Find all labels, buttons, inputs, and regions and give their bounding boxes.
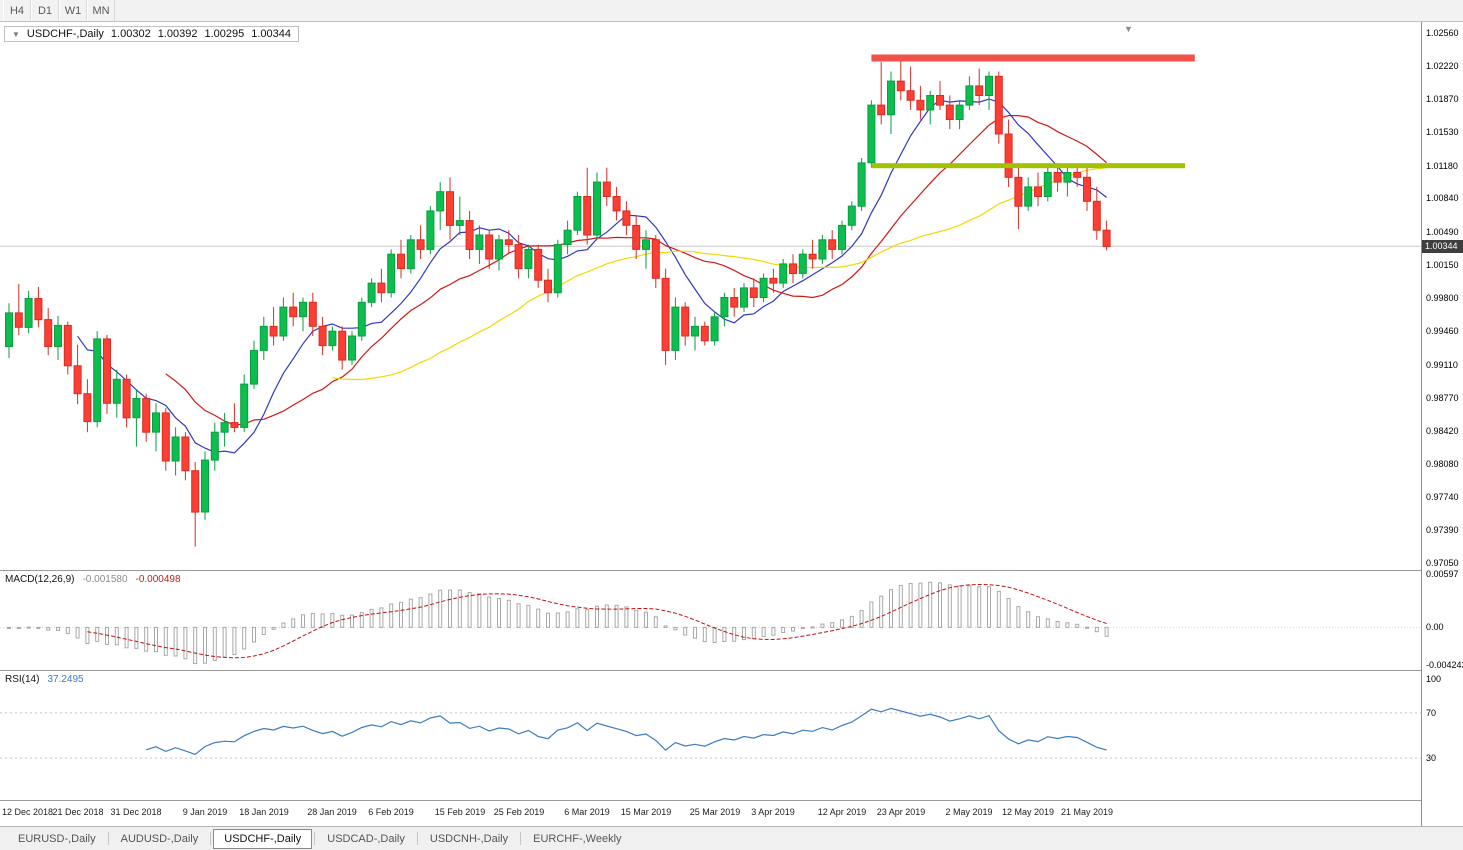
date-axis-label: 15 Mar 2019	[620, 807, 672, 817]
date-axis-label: 12 May 2019	[1001, 807, 1055, 817]
panel-separator[interactable]	[0, 570, 1463, 571]
tab-divider	[416, 832, 418, 845]
tab-divider	[520, 832, 522, 845]
timeframe-button-d1[interactable]: D1	[31, 0, 59, 21]
tab-usdcad-daily[interactable]: USDCAD-,Daily	[327, 832, 405, 845]
date-axis-label: 21 May 2019	[1060, 807, 1114, 817]
rsi-chart[interactable]	[0, 671, 1421, 800]
tab-divider	[210, 832, 212, 845]
price-axis-label: 1.00150	[1426, 260, 1459, 270]
rsi-indicator-panel[interactable]: RSI(14) 37.2495	[0, 671, 1421, 800]
timeframe-button-w1[interactable]: W1	[59, 0, 87, 21]
price-axis-label: 0.99800	[1426, 293, 1459, 303]
current-price-tag: 1.00344	[1422, 240, 1463, 253]
tab-eurchf-weekly[interactable]: EURCHF-,Weekly	[533, 832, 622, 845]
rsi-axis-label: 100	[1426, 674, 1442, 684]
candlestick-chart[interactable]	[0, 22, 1421, 570]
tab-divider	[107, 832, 109, 845]
price-axis-label: 0.98420	[1426, 426, 1459, 436]
price-axis-label: 1.02220	[1426, 61, 1459, 71]
price-axis[interactable]: 1.02560 1.02220 1.01870 1.01530 1.01180 1.008…	[1421, 22, 1463, 826]
rsi-axis-label: 30	[1426, 753, 1437, 763]
date-axis-label: 12 Apr 2019	[817, 807, 867, 817]
ohlc-open-value: 1.00302	[110, 28, 151, 40]
price-axis-label: 0.99110	[1426, 360, 1458, 370]
macd-axis-label: -0.004243	[1426, 660, 1463, 670]
price-axis-label: 0.97390	[1426, 525, 1459, 535]
date-axis-label: 25 Feb 2019	[493, 807, 545, 817]
price-axis-label: 1.00840	[1426, 193, 1459, 203]
date-axis-label: 6 Feb 2019	[368, 807, 414, 817]
date-axis-label: 18 Jan 2019	[239, 807, 289, 817]
tab-divider	[314, 832, 316, 845]
price-axis-label: 0.99460	[1426, 326, 1459, 336]
timeframe-button-h4[interactable]: H4	[3, 0, 31, 21]
date-axis-label: 15 Feb 2019	[434, 807, 486, 817]
rsi-axis-label: 70	[1426, 708, 1437, 718]
macd-signal-line	[87, 583, 1107, 659]
ma-34-line	[332, 167, 1107, 381]
date-axis-label: 12 Dec 2018	[2, 807, 54, 817]
chart-symbol-label: USDCHF-,Daily	[26, 28, 104, 40]
macd-axis-label: 0.00	[1426, 622, 1444, 632]
macd-main-value: -0.001580	[82, 574, 128, 585]
price-axis-label: 1.00490	[1426, 227, 1459, 237]
date-axis[interactable]: 12 Dec 2018 21 Dec 2018 31 Dec 2018 9 Jan 2…	[0, 801, 1421, 826]
date-axis-label: 25 Mar 2019	[689, 807, 741, 817]
resistance-line	[871, 54, 1195, 62]
ma-17-line	[165, 114, 1107, 426]
price-axis-label: 1.01530	[1426, 127, 1459, 137]
ohlc-low-value: 1.00295	[204, 28, 245, 40]
price-axis-label: 1.02560	[1426, 28, 1459, 38]
date-axis-label: 23 Apr 2019	[876, 807, 926, 817]
macd-label-row: MACD(12,26,9) -0.001580 -0.000498	[5, 574, 181, 585]
date-axis-label: 28 Jan 2019	[307, 807, 357, 817]
price-axis-label: 1.01180	[1426, 161, 1458, 171]
chart-shift-marker-icon[interactable]: ▼	[1124, 24, 1133, 34]
support-line	[871, 163, 1185, 169]
rsi-line	[146, 707, 1107, 756]
timeframe-toolbar: H4 D1 W1 MN	[0, 0, 1463, 22]
rsi-value: 37.2495	[47, 674, 84, 685]
panel-separator[interactable]	[0, 670, 1463, 671]
tab-eurusd-daily[interactable]: EURUSD-,Daily	[18, 832, 96, 845]
price-axis-label: 1.01870	[1426, 94, 1459, 104]
ohlc-close-value: 1.00344	[251, 28, 291, 40]
ma-8-line	[77, 98, 1107, 454]
price-axis-label: 0.98080	[1426, 459, 1459, 469]
macd-indicator-name: MACD(12,26,9)	[5, 574, 75, 585]
date-axis-label: 2 May 2019	[945, 807, 993, 817]
rsi-label-row: RSI(14) 37.2495	[5, 674, 84, 685]
date-axis-label: 6 Mar 2019	[564, 807, 610, 817]
collapse-chevron-icon[interactable]: ▼	[12, 29, 20, 39]
chart-tabbar: EURUSD-,Daily AUDUSD-,Daily USDCHF-,Dail…	[0, 826, 1463, 850]
date-axis-label: 31 Dec 2018	[110, 807, 162, 817]
macd-axis-label: 0.00597	[1426, 569, 1459, 579]
rsi-indicator-name: RSI(14)	[5, 674, 40, 685]
chart-title-box: ▼ USDCHF-,Daily 1.00302 1.00392 1.00295 …	[4, 26, 299, 42]
price-chart-panel[interactable]: ▼ USDCHF-,Daily 1.00302 1.00392 1.00295 …	[0, 22, 1421, 570]
date-axis-label: 21 Dec 2018	[52, 807, 104, 817]
macd-signal-value: -0.000498	[135, 574, 181, 585]
timeframe-button-mn[interactable]: MN	[87, 0, 115, 21]
price-axis-label: 0.97740	[1426, 492, 1459, 502]
tab-usdchf-daily[interactable]: USDCHF-,Daily	[213, 828, 313, 849]
tab-usdcnh-daily[interactable]: USDCNH-,Daily	[429, 832, 509, 845]
tab-audusd-daily[interactable]: AUDUSD-,Daily	[120, 832, 199, 845]
macd-chart[interactable]	[0, 571, 1421, 670]
price-axis-label: 0.97050	[1426, 558, 1459, 568]
price-axis-label: 0.98770	[1426, 393, 1459, 403]
macd-indicator-panel[interactable]: MACD(12,26,9) -0.001580 -0.000498	[0, 571, 1421, 670]
panel-separator	[0, 800, 1463, 801]
date-axis-label: 9 Jan 2019	[182, 807, 228, 817]
ohlc-high-value: 1.00392	[157, 28, 198, 40]
date-axis-label: 3 Apr 2019	[751, 807, 795, 817]
